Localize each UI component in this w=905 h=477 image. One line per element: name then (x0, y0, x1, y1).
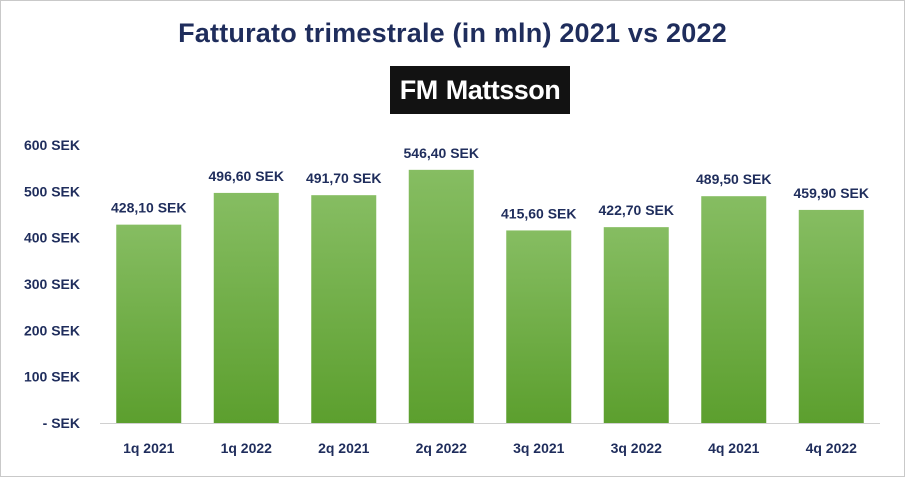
bar (311, 195, 377, 423)
bars (116, 169, 864, 423)
fm-mattsson-logo: FM Mattsson (390, 66, 570, 114)
category-label: 1q 2021 (123, 440, 175, 456)
category-label: 2q 2022 (416, 440, 468, 456)
category-label: 1q 2022 (221, 440, 273, 456)
logo-word-mattsson: Mattsson (445, 74, 561, 105)
data-label: 491,70 SEK (306, 170, 382, 186)
y-tick-label: 200 SEK (24, 322, 80, 338)
bar (116, 224, 182, 423)
bar (213, 192, 279, 423)
bar (798, 209, 864, 423)
data-labels: 428,10 SEK 496,60 SEK 491,70 SEK 546,40 SEK… (111, 145, 869, 222)
y-tick-label: 500 SEK (24, 183, 80, 199)
y-tick-label: 300 SEK (24, 276, 80, 292)
data-label: 496,60 SEK (209, 168, 285, 184)
data-label: 422,70 SEK (599, 202, 675, 218)
data-label: 459,90 SEK (794, 185, 870, 201)
bar (603, 227, 669, 423)
y-tick-label: 400 SEK (24, 230, 80, 246)
bar (506, 230, 572, 423)
bar (701, 196, 767, 423)
y-tick-label: 600 SEK (24, 137, 80, 153)
category-label: 3q 2022 (611, 440, 663, 456)
data-label: 428,10 SEK (111, 200, 187, 216)
data-label: 489,50 SEK (696, 171, 772, 187)
category-label: 4q 2022 (806, 440, 858, 456)
category-label: 4q 2021 (708, 440, 760, 456)
y-tick-label: 100 SEK (24, 369, 80, 385)
data-label: 546,40 SEK (404, 145, 480, 161)
category-labels: 1q 2021 1q 2022 2q 2021 2q 2022 3q 2021 3q 20… (123, 440, 857, 456)
logo-word-fm: FM (399, 74, 438, 105)
category-label: 2q 2021 (318, 440, 370, 456)
bar (408, 169, 474, 423)
data-label: 415,60 SEK (501, 205, 577, 221)
chart-title: Fatturato trimestrale (in mln) 2021 vs 2… (178, 18, 727, 48)
category-label: 3q 2021 (513, 440, 565, 456)
y-tick-label: - SEK (43, 415, 80, 431)
y-axis-ticks: - SEK 100 SEK 200 SEK 300 SEK 400 SEK 500 SEK… (24, 137, 80, 431)
